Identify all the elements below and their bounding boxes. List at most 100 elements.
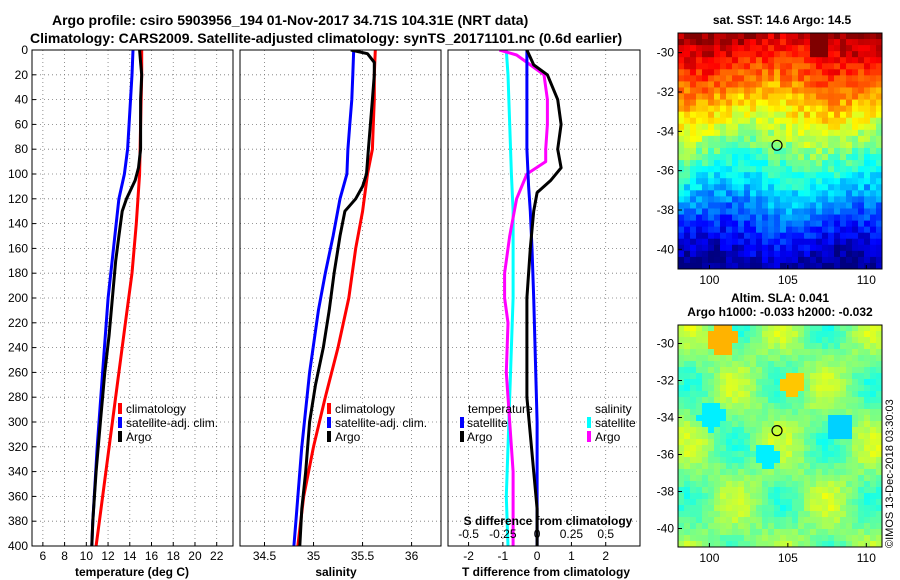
sst-map-cell <box>684 202 691 210</box>
sla-map-cell <box>738 397 745 404</box>
sla-map-cell <box>750 409 757 416</box>
sla-map-cell <box>690 403 697 410</box>
sst-map-cell <box>726 75 733 83</box>
sla-map-cell <box>822 361 829 368</box>
sst-map-cell <box>804 123 811 131</box>
sst-map-cell <box>846 226 853 234</box>
sla-map-cell <box>870 445 877 452</box>
sst-map-cell <box>732 178 739 185</box>
sla-map-cell <box>780 493 787 500</box>
sst-map-cell <box>732 166 739 173</box>
sst-map-cell <box>678 57 685 64</box>
sst-map-cell <box>792 232 799 240</box>
sla-map-cell <box>810 475 817 482</box>
sla-map-cell <box>870 373 877 380</box>
sst-map-cell <box>834 250 841 258</box>
sst-map-cell <box>714 75 721 83</box>
sst-map-cell <box>690 105 697 113</box>
sst-map-cell <box>774 166 781 173</box>
sst-map-xtick-label: 105 <box>778 273 798 287</box>
sst-map-cell <box>876 69 882 76</box>
sst-map-cell <box>810 99 817 107</box>
sst-map-cell <box>822 57 829 64</box>
sla-map-cell <box>774 493 781 500</box>
sst-map-cell <box>852 172 859 179</box>
sst-map-cell <box>792 129 799 137</box>
sla-map-cell <box>822 373 829 380</box>
sla-map-cell <box>696 481 703 488</box>
sst-map-cell <box>726 178 733 185</box>
sst-map-cell <box>738 63 745 70</box>
sla-map-cell <box>750 367 757 374</box>
sst-map-cell <box>810 93 817 101</box>
sst-map-cell <box>756 262 763 269</box>
sst-map-cell <box>870 111 877 119</box>
sla-map-cell <box>780 511 787 518</box>
sst-map-cell <box>846 160 853 167</box>
sla-map-cell <box>816 331 823 338</box>
sla-map-cell <box>828 403 835 410</box>
sst-map-cell <box>840 166 847 173</box>
sla-map-cell <box>690 475 697 482</box>
sst-map-cell <box>852 111 859 119</box>
sla-map-cell <box>756 397 763 404</box>
sla-map-cell <box>750 391 757 398</box>
sst-map-cell <box>726 154 733 161</box>
sla-map-cell <box>816 445 823 452</box>
sla-map-cell <box>756 469 763 476</box>
sst-map-cell <box>756 45 763 52</box>
sst-map-cell <box>870 129 877 137</box>
sla-map-cell <box>726 481 733 488</box>
sst-map-cell <box>756 226 763 234</box>
sla-map-cell <box>834 343 841 350</box>
sla-map-cell <box>690 373 697 380</box>
sla-map-cell <box>708 541 715 547</box>
sst-map-cell <box>744 57 751 64</box>
sst-map-cell <box>840 238 847 246</box>
sla-map-cell <box>684 463 691 470</box>
sst-map-cell <box>786 147 793 155</box>
sla-map-cell <box>762 391 769 398</box>
sst-map-cell <box>708 202 715 210</box>
sst-map-cell <box>858 81 865 89</box>
sla-map-cell <box>834 367 841 374</box>
sst-map-cell <box>876 57 882 64</box>
salinity-axes-frame <box>239 49 442 547</box>
sst-map-cell <box>732 238 739 246</box>
sst-map-cell <box>858 57 865 64</box>
sst-map-cell <box>822 129 829 137</box>
sla-map-cell <box>708 325 715 332</box>
sla-map-cell <box>852 487 859 494</box>
sla-map-cell <box>774 415 781 422</box>
sla-map-cell <box>804 325 811 332</box>
sla-map-cell <box>810 349 817 356</box>
sst-map-cell <box>726 232 733 240</box>
difference-xtick-label: 0 <box>534 549 541 563</box>
sst-map-cell <box>750 33 757 40</box>
sst-map-cell <box>762 93 769 101</box>
sst-map-cell <box>714 45 721 52</box>
sla-map-cell <box>792 493 799 500</box>
sst-map-cell <box>714 111 721 119</box>
sla-map-cell <box>726 367 733 374</box>
sst-map-cell <box>756 135 763 143</box>
sla-map-cell <box>858 493 865 500</box>
sla-map-cell <box>828 511 835 518</box>
sla-map-cell <box>846 391 853 398</box>
sla-map-cell <box>858 433 865 440</box>
sla-map-cell <box>876 517 882 524</box>
sla-map-cell <box>840 325 847 332</box>
sla-map-cell <box>762 457 769 464</box>
sla-map-cell <box>726 493 733 500</box>
sst-map-cell <box>858 196 865 204</box>
sst-map-cell <box>732 250 739 258</box>
sst-map-cell <box>690 238 697 246</box>
sla-map-cell <box>816 415 823 422</box>
sla-map-cell <box>786 373 793 380</box>
sla-map-cell <box>780 421 787 428</box>
sla-map-cell <box>846 349 853 356</box>
sla-map-cell <box>696 439 703 446</box>
sla-map-cell <box>738 535 745 542</box>
sst-map-cell <box>750 172 757 179</box>
sla-map-cell <box>810 469 817 476</box>
